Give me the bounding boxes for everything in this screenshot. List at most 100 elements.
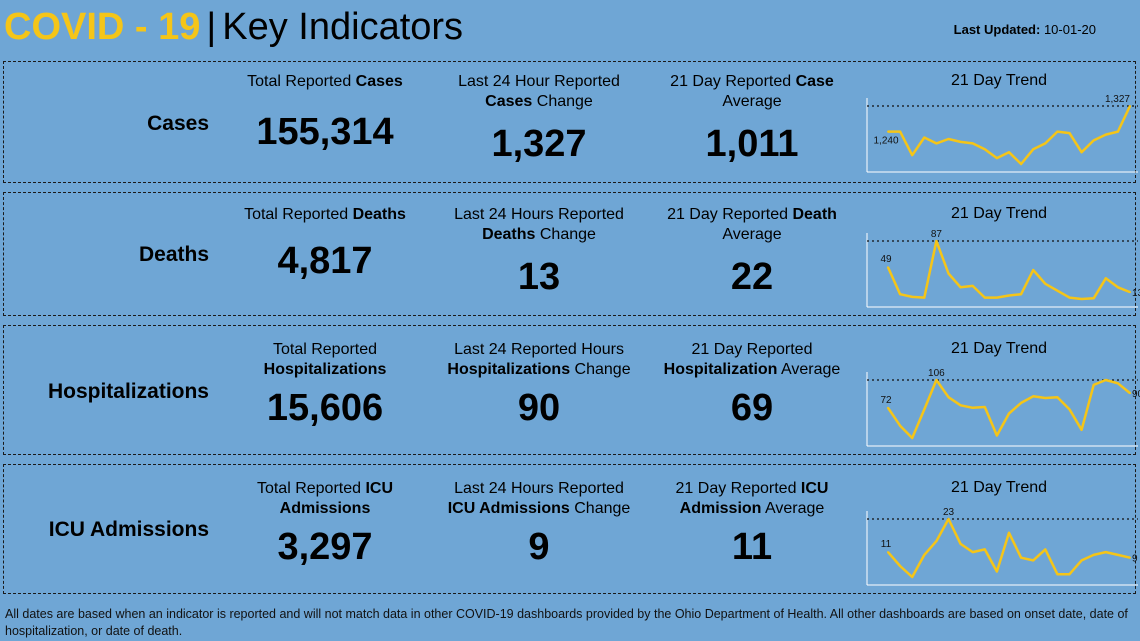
trend-point xyxy=(1104,379,1107,381)
total-hospitalizations: Total Reported Hospitalizations 15,606 xyxy=(220,340,430,430)
icu-21d-value: 11 xyxy=(731,526,773,568)
trend-point xyxy=(995,570,998,573)
trend-line xyxy=(886,239,1131,301)
total-cases-header: Total Reported Cases xyxy=(247,73,403,90)
trend-point xyxy=(983,405,986,408)
icu-24h-header: Last 24 Hours Reported ICU Admissions Cha… xyxy=(447,480,631,517)
cases-trend-title: 21 Day Trend xyxy=(950,72,1048,89)
trend-point xyxy=(959,542,962,545)
cases-24h-change: Last 24 Hour Reported Cases Change 1,327 xyxy=(434,72,644,166)
trend-first-label: 1,240 xyxy=(873,136,898,147)
trend-svg: 72 106 90 xyxy=(866,368,1140,447)
trend-point xyxy=(1092,553,1095,556)
trend-point xyxy=(923,408,926,411)
trend-last-label: 1,327 xyxy=(1105,94,1130,105)
trend-point xyxy=(935,379,938,381)
deaths-panel: Deaths Total Reported Deaths 4,817 Last … xyxy=(3,192,1140,316)
title-separator: | xyxy=(206,6,217,48)
trend-point xyxy=(1092,139,1095,142)
trend-point xyxy=(899,564,902,567)
cases-21d-value: 1,011 xyxy=(705,123,799,165)
trend-point xyxy=(995,434,998,437)
trend-point xyxy=(935,240,938,242)
trend-point xyxy=(1116,130,1119,133)
page-title: COVID - 19 | Key Indicators xyxy=(4,2,463,52)
trend-point xyxy=(995,157,998,160)
trend-point xyxy=(911,437,914,439)
trend-svg: 11 23 9 xyxy=(866,507,1138,586)
trend-point xyxy=(1032,148,1035,151)
trend-point xyxy=(959,404,962,407)
title-key-indicators: Key Indicators xyxy=(222,6,464,48)
trend-point xyxy=(959,140,962,143)
trend-first-label: 49 xyxy=(880,254,892,265)
trend-last-label: 90 xyxy=(1132,389,1140,400)
total-icu: Total Reported ICU Admissions 3,297 xyxy=(220,479,430,569)
cases-24h-value: 1,327 xyxy=(491,123,587,165)
trend-point xyxy=(1068,573,1071,576)
trend-point xyxy=(1116,382,1119,385)
trend-point xyxy=(1020,401,1023,404)
total-deaths: Total Reported Deaths 4,817 xyxy=(220,205,430,283)
trend-point xyxy=(983,548,986,551)
trend-line xyxy=(887,517,1131,579)
trend-first-label: 72 xyxy=(880,395,892,406)
trend-point xyxy=(1129,105,1131,107)
trend-point xyxy=(923,296,926,299)
hospitalizations-trend-chart: 72 106 90 xyxy=(862,368,1140,447)
trend-max-label: 106 xyxy=(928,368,945,379)
trend-point xyxy=(971,142,974,145)
trend-point xyxy=(1008,412,1010,415)
trend-point xyxy=(1068,132,1071,135)
trend-point xyxy=(911,154,914,157)
icu-21d-average: 21 Day Reported ICU Admission Average 11 xyxy=(647,479,857,569)
last-updated-label: Last Updated: xyxy=(953,22,1041,37)
trend-first-label: 11 xyxy=(881,539,892,550)
total-icu-value: 3,297 xyxy=(277,526,373,568)
cases-21d-average: 21 Day Reported Case Average 1,011 xyxy=(647,72,857,166)
trend-point xyxy=(1056,289,1059,292)
trend-point xyxy=(1080,559,1083,562)
trend-point xyxy=(887,551,889,554)
total-cases-value: 155,314 xyxy=(256,111,394,153)
hospitalizations-panel: Hospitalizations Total Reported Hospitali… xyxy=(3,325,1140,455)
trend-point xyxy=(1129,556,1131,559)
total-icu-header: Total Reported ICU Admissions xyxy=(256,480,394,517)
title-covid: COVID - 19 xyxy=(4,6,201,48)
trend-point xyxy=(1129,392,1131,395)
hospitalizations-24h-change: Last 24 Reported Hours Hospitalizations C… xyxy=(434,340,644,430)
trend-point xyxy=(947,272,950,275)
trend-point xyxy=(899,424,902,427)
icu-panel: ICU Admissions Total Reported ICU Admissi… xyxy=(3,464,1138,594)
trend-point xyxy=(1080,298,1083,300)
trend-point xyxy=(959,286,962,289)
trend-point xyxy=(1116,286,1119,289)
trend-point xyxy=(1092,383,1095,386)
trend-point xyxy=(935,142,938,145)
trend-point xyxy=(1044,142,1047,145)
icu-24h-change: Last 24 Hours Reported ICU Admissions Cha… xyxy=(434,479,644,569)
trend-point xyxy=(1044,282,1047,285)
trend-point xyxy=(1032,269,1035,271)
cases-21d-header: 21 Day Reported Case Average xyxy=(670,73,834,110)
trend-point xyxy=(1068,408,1071,411)
trend-line xyxy=(888,105,1132,166)
trend-point xyxy=(911,576,914,578)
trend-max-label: 23 xyxy=(943,507,955,518)
trend-point xyxy=(911,295,914,298)
trend-point xyxy=(1056,573,1059,576)
total-hospitalizations-value: 15,606 xyxy=(266,387,384,429)
icu-21d-header: 21 Day Reported ICU Admission Average xyxy=(675,480,829,517)
trend-point xyxy=(947,396,950,399)
trend-point xyxy=(947,137,950,140)
trend-point xyxy=(971,406,974,409)
trend-point xyxy=(1092,297,1095,300)
hospitalizations-21d-value: 69 xyxy=(730,387,774,429)
trend-point xyxy=(1104,551,1107,554)
deaths-trend-chart: 49 87 13 xyxy=(862,229,1140,308)
trend-point xyxy=(1020,293,1023,296)
deaths-trend-title: 21 Day Trend xyxy=(950,205,1048,222)
row-label-cases: Cases xyxy=(147,112,209,135)
deaths-21d-value: 22 xyxy=(730,256,774,298)
trend-point xyxy=(1129,291,1131,294)
